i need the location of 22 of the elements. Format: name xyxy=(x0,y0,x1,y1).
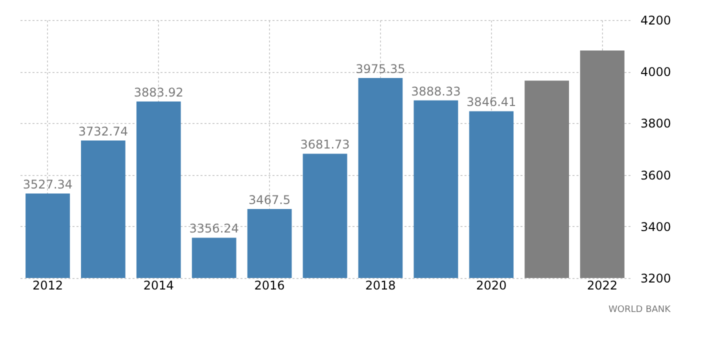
y-tick-label: 4200 xyxy=(640,14,672,28)
data-label: 3883.92 xyxy=(134,86,184,100)
text: WORLD BANK xyxy=(608,305,672,315)
y-tick-label: 3600 xyxy=(640,168,672,182)
x-tick-label: 2018 xyxy=(365,278,396,292)
data-label: 3356.24 xyxy=(189,222,239,236)
data-label: 3527.34 xyxy=(22,178,73,192)
data-label: 3732.74 xyxy=(78,124,128,139)
x-tick-label: 2020 xyxy=(476,278,507,292)
x-tick-label: 2022 xyxy=(587,278,618,292)
x-tick-label: 2016 xyxy=(254,278,285,292)
y-tick-label: 3800 xyxy=(640,116,672,131)
y-tick-label: 3200 xyxy=(640,272,672,286)
x-tick-label: 2014 xyxy=(143,278,174,292)
data-label: 3975.35 xyxy=(356,62,406,76)
y-tick-label: 4000 xyxy=(640,65,672,80)
data-label: 3888.33 xyxy=(411,84,461,98)
y-tick-label: 3400 xyxy=(640,220,672,234)
data-label: 3846.41 xyxy=(466,95,516,110)
data-label: 3467.5 xyxy=(248,192,291,207)
data-label: 3681.73 xyxy=(300,138,350,152)
x-tick-label: 2012 xyxy=(32,278,63,292)
